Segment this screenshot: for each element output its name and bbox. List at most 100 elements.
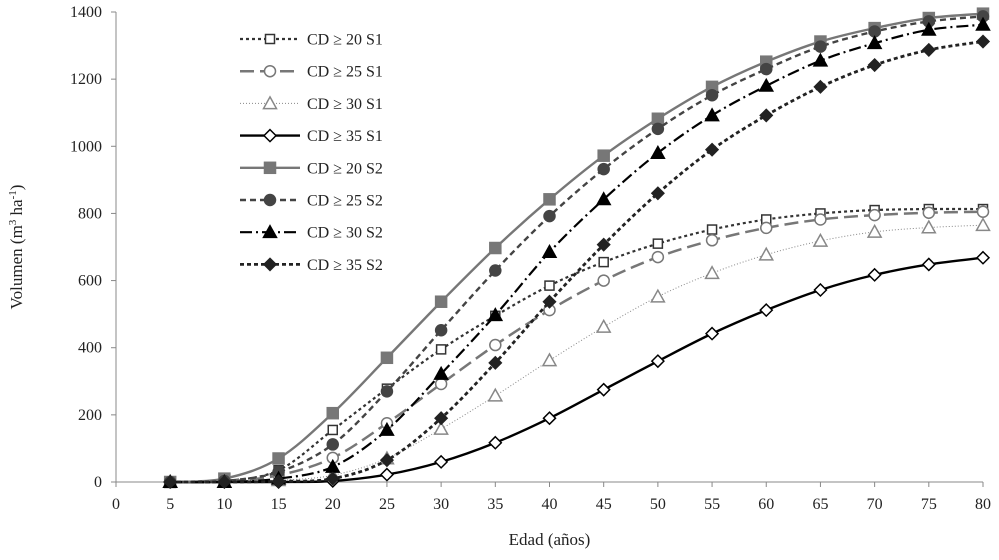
- series-line: [170, 15, 984, 484]
- legend-item: CD ≥ 30 S2: [240, 224, 383, 242]
- series-cd-ge-20-s1: [164, 203, 989, 488]
- data-point: [595, 318, 612, 333]
- data-point: [812, 232, 829, 247]
- data-point: [541, 243, 558, 258]
- legend-item: CD ≥ 25 S2: [240, 193, 383, 210]
- data-point: [705, 234, 719, 247]
- y-axis-title-part: 3: [7, 219, 19, 225]
- x-tick-label: 40: [542, 496, 558, 513]
- series-line: [170, 23, 984, 484]
- data-point: [813, 79, 828, 94]
- data-point: [705, 89, 719, 102]
- data-point: [975, 250, 991, 265]
- series-cd-ge-30-s2: [162, 16, 991, 488]
- data-point: [324, 458, 341, 473]
- data-point: [487, 387, 504, 402]
- data-point: [434, 411, 449, 426]
- legend-marker: [263, 161, 277, 175]
- data-point: [379, 421, 395, 436]
- data-point: [975, 16, 991, 31]
- series-cd-ge-25-s2: [163, 10, 990, 489]
- data-point: [326, 406, 339, 420]
- series-cd-ge-20-s2: [163, 7, 990, 489]
- y-tick-label: 600: [78, 273, 102, 290]
- series-line: [170, 12, 984, 484]
- y-tick-label: 1000: [70, 138, 102, 155]
- legend-item: CD ≥ 35 S2: [240, 257, 383, 274]
- data-point: [650, 144, 666, 159]
- y-tick-label: 0: [94, 474, 102, 491]
- data-point: [487, 307, 504, 322]
- x-tick-label: 70: [867, 496, 883, 513]
- y-axis-title-part: Volumen (m: [7, 225, 26, 309]
- data-point: [541, 352, 558, 367]
- legend-label: CD ≥ 25 S2: [307, 193, 383, 210]
- legend-marker: [262, 257, 278, 272]
- data-point: [543, 209, 556, 223]
- data-point: [814, 213, 827, 226]
- data-point: [595, 191, 612, 206]
- data-point: [814, 40, 827, 53]
- data-point: [434, 454, 449, 469]
- legend-marker: [263, 193, 277, 207]
- series-line: [170, 207, 984, 484]
- legend: CD ≥ 20 S1 CD ≥ 25 S1 CD ≥ 30 S1 CD ≥ 35 S1…: [240, 32, 383, 274]
- data-point: [651, 122, 665, 136]
- data-point: [434, 324, 448, 337]
- legend-marker: [264, 33, 276, 45]
- data-point: [758, 246, 775, 261]
- data-point: [921, 219, 937, 234]
- y-axis-title-part: -1: [7, 190, 19, 199]
- data-point: [921, 257, 936, 272]
- x-tick-label: 65: [812, 496, 828, 513]
- data-point: [542, 294, 557, 309]
- data-point: [867, 57, 882, 73]
- data-point: [380, 385, 394, 398]
- data-point: [433, 420, 449, 435]
- data-point: [597, 162, 610, 176]
- y-tick-label: 1400: [70, 4, 102, 21]
- x-tick-label: 10: [216, 496, 232, 513]
- data-point: [921, 42, 936, 57]
- legend-label: CD ≥ 30 S1: [307, 96, 383, 113]
- series-cd-ge-25-s1: [163, 205, 990, 489]
- x-tick-label: 75: [921, 496, 937, 513]
- data-point: [976, 205, 990, 218]
- y-axis-ticks: 0 200 400 600 800 1000 1200 1400: [70, 4, 116, 491]
- legend-label: CD ≥ 35 S2: [307, 257, 383, 274]
- data-point: [435, 344, 447, 355]
- data-point: [489, 264, 502, 277]
- x-tick-label: 25: [379, 496, 395, 513]
- data-point: [542, 411, 557, 426]
- x-tick-label: 0: [112, 496, 120, 513]
- data-point: [866, 35, 883, 50]
- data-point: [327, 424, 338, 436]
- data-point: [866, 223, 883, 238]
- data-point: [975, 34, 991, 49]
- series-layer: [162, 7, 991, 490]
- data-point: [812, 52, 829, 67]
- data-point: [543, 193, 556, 206]
- data-point: [813, 282, 828, 298]
- data-point: [650, 186, 665, 201]
- series-line: [170, 40, 984, 484]
- legend-item: CD ≥ 30 S1: [240, 95, 383, 113]
- data-point: [758, 77, 775, 92]
- legend-marker: [262, 128, 278, 143]
- data-point: [163, 474, 178, 490]
- data-point: [598, 256, 609, 268]
- data-point: [650, 288, 666, 303]
- data-point: [705, 326, 720, 341]
- series-cd-ge-30-s1: [162, 217, 991, 488]
- data-point: [489, 338, 502, 352]
- data-point: [325, 471, 340, 486]
- data-point: [434, 377, 448, 391]
- data-point: [544, 280, 555, 291]
- data-point: [922, 206, 936, 220]
- legend-label: CD ≥ 35 S1: [307, 128, 383, 145]
- x-tick-label: 50: [650, 496, 666, 513]
- data-point: [704, 265, 720, 280]
- x-tick-label: 20: [325, 496, 341, 513]
- x-tick-label: 60: [758, 496, 774, 513]
